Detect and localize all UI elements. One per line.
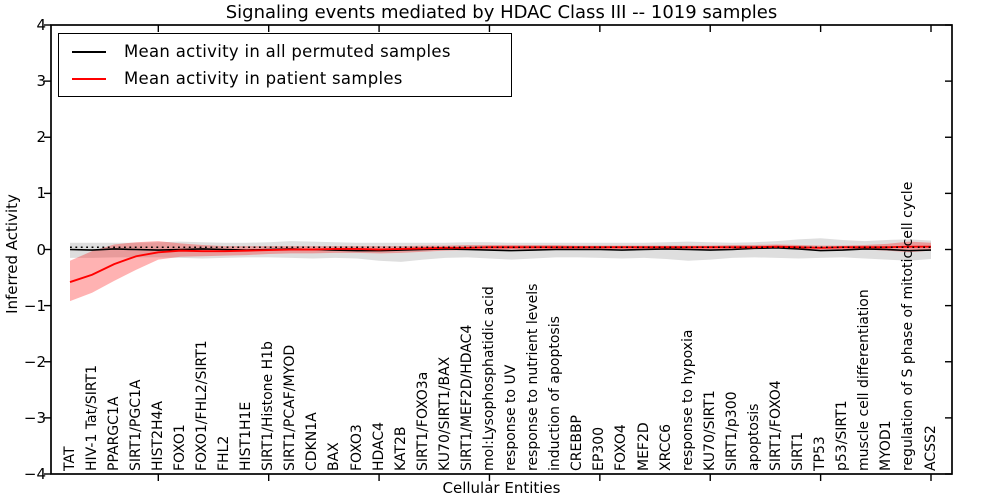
x-tick-label: KU70/SIRT1	[701, 390, 718, 471]
x-tick-label: TAT	[61, 446, 78, 471]
x-tick-label: SIRT1/FOXO3a	[414, 371, 431, 471]
y-tick-label: −4	[23, 465, 46, 483]
x-tick-label: SIRT1/PCAF/MYOD	[282, 344, 299, 471]
y-tick-label: −1	[23, 296, 46, 315]
legend-item-permuted: Mean activity in all permuted samples	[59, 42, 511, 61]
x-tick-label: HIST2H4A	[149, 400, 166, 471]
x-tick-label: FOXO3	[348, 424, 365, 471]
x-tick-label: response to hypoxia	[679, 329, 696, 471]
x-tick-label: SIRT1/PGC1A	[127, 379, 144, 471]
y-tick-label: 2	[36, 128, 46, 147]
x-tick-label: SIRT1	[790, 431, 807, 471]
x-tick-label: regulation of S phase of mitotic cell cy…	[900, 181, 917, 471]
legend-item-patient: Mean activity in patient samples	[59, 69, 511, 88]
x-tick-label: HDAC4	[370, 421, 387, 471]
x-tick-label: MEF2D	[635, 422, 652, 471]
x-tick-label: EP300	[591, 426, 608, 471]
x-tick-label: ACSS2	[922, 425, 939, 471]
x-tick-label: BAX	[326, 442, 343, 471]
x-tick-label: KAT2B	[392, 426, 409, 472]
x-tick-label: MYOD1	[878, 420, 895, 471]
x-tick-label: muscle cell differentiation	[856, 289, 873, 471]
x-tick-label: CDKN1A	[304, 412, 321, 471]
x-tick-label: TP53	[812, 436, 829, 471]
y-tick-label: 0	[36, 240, 46, 259]
x-tick-label: response to UV	[503, 364, 520, 471]
x-tick-label: FOXO4	[613, 424, 630, 471]
x-tick-label: SIRT1/p300	[723, 391, 740, 471]
y-tick-label: −2	[23, 352, 46, 371]
x-tick-label: CREBBP	[569, 415, 586, 471]
x-tick-label: mol:Lysophosphatidic acid	[480, 286, 497, 471]
legend-label: Mean activity in all permuted samples	[124, 42, 451, 61]
x-tick-label: FOXO1/FHL2/SIRT1	[193, 340, 210, 471]
chart-title: Signaling events mediated by HDAC Class …	[225, 2, 778, 23]
y-tick-label: 1	[36, 184, 46, 203]
x-tick-label: induction of apoptosis	[547, 316, 564, 471]
black-line-swatch	[72, 50, 106, 53]
red-line-swatch	[72, 77, 106, 80]
y-tick-label: 3	[36, 72, 46, 91]
y-tick-label: 4	[36, 16, 46, 34]
x-tick-label: p53/SIRT1	[834, 400, 851, 471]
y-tick-label: −3	[23, 408, 46, 427]
x-axis-label: Cellular Entities	[442, 479, 561, 497]
legend-label: Mean activity in patient samples	[124, 69, 403, 88]
x-tick-label: SIRT1/MEF2D/HDAC4	[458, 324, 475, 471]
x-tick-label: SIRT1/FOXO4	[767, 380, 784, 471]
x-tick-label: KU70/SIRT1/BAX	[436, 356, 453, 471]
x-tick-label: apoptosis	[745, 403, 762, 471]
x-tick-label: SIRT1/Histone H1b	[260, 341, 277, 471]
legend: Mean activity in all permuted samples Me…	[58, 33, 512, 97]
x-tick-label: XRCC6	[657, 423, 674, 471]
x-tick-label: HIST1H1E	[238, 401, 255, 471]
x-tick-label: response to nutrient levels	[525, 283, 542, 471]
x-tick-label: PPARGC1A	[105, 396, 122, 471]
x-tick-label: HIV-1 Tat/SIRT1	[83, 364, 100, 471]
x-tick-label: FHL2	[216, 435, 233, 471]
x-tick-label: FOXO1	[171, 424, 188, 471]
